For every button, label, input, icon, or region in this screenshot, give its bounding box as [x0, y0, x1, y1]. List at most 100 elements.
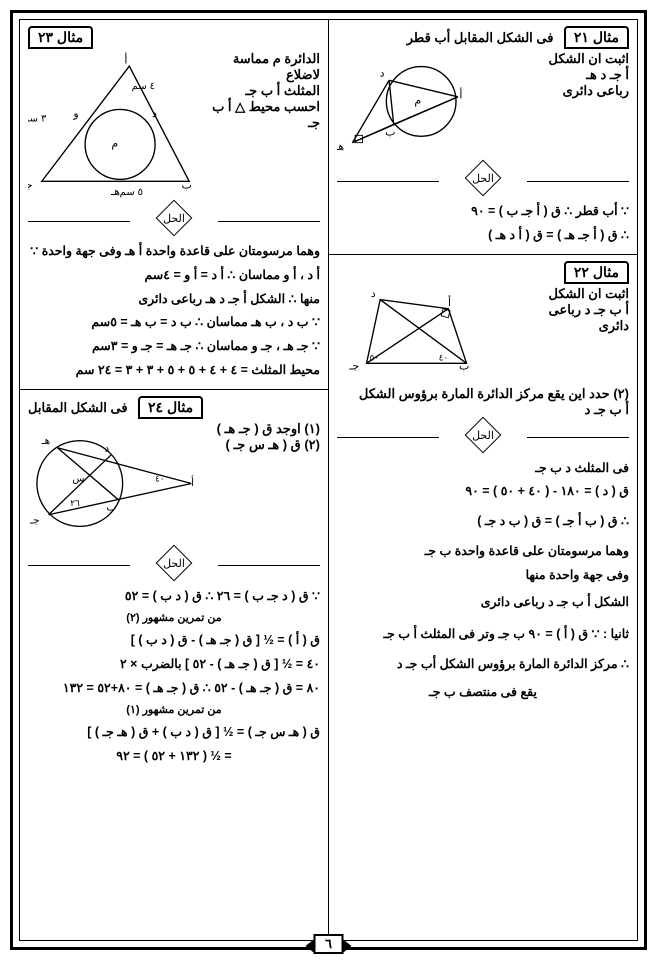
- hal-text: الحل: [471, 166, 495, 190]
- hal-text: الحل: [471, 423, 495, 447]
- ex21-figure: أ ب د هـ م: [337, 51, 487, 161]
- s5: الشكل أ ب جـ د رباعى دائرى: [337, 591, 629, 615]
- svg-text:س: س: [72, 473, 84, 484]
- s0: فى المثلث د ب جـ: [337, 457, 629, 481]
- s6: ثانيا : ∵ ق ( أ ) = ٩٠ ب جـ وتر فى المثل…: [337, 623, 629, 647]
- ex23-text: الدائرة م مماسة لاضلاع المثلث أ ب جـ احس…: [209, 51, 320, 201]
- ex23-figure: أ ب جـ د هـ و م ٤ سم ٣ سم ٥ سم: [28, 51, 203, 201]
- ex23-body: الدائرة م مماسة لاضلاع المثلث أ ب جـ احس…: [28, 51, 320, 201]
- svg-text:د: د: [104, 442, 109, 454]
- ex23-hal: الحل: [28, 205, 320, 236]
- e24s1: من تمرين مشهور (٢): [28, 608, 320, 629]
- example-23: مثال ٢٣ الدائرة م مماسة لاضلاع المثلث أ …: [20, 20, 328, 390]
- e23s3: ∵ جـ هـ ، جـ و مماسان ∴ جـ هـ = جـ و = ٣…: [28, 335, 320, 359]
- s3: وهما مرسومتان على قاعدة واحدة ب جـ: [337, 540, 629, 564]
- ex24-body: (١) اوجد ق ( جـ هـ ) (٢) ق ( هـ س جـ ) أ: [28, 421, 320, 546]
- ex22-body: اثبت ان الشكل أ ب جـ د رباعى دائرى ب: [337, 286, 629, 386]
- svg-text:٤٠: ٤٠: [155, 473, 165, 483]
- s4: وفى جهة واحدة منها: [337, 564, 629, 588]
- e24s6: ق ( هـ س جـ ) = ½ [ ق ( د ب ) + ق ( هـ ج…: [28, 721, 320, 745]
- ex21-line2: رباعى دائرى: [493, 83, 629, 99]
- s2: ∴ ق ( ب أ جـ ) = ق ( ب د جـ ): [337, 510, 629, 534]
- ex24-figure: أ ب جـ د هـ س ٤٠ ٢٦: [28, 421, 203, 546]
- hal-text: الحل: [162, 551, 186, 575]
- ex22-label: مثال ٢٢: [564, 261, 629, 284]
- page-frame: مثال ٢١ فى الشكل المقابل أب قطر اثبت ان …: [10, 10, 647, 950]
- svg-text:٥ سم: ٥ سم: [120, 187, 143, 198]
- pt-a: أ: [459, 88, 462, 102]
- q1: (٢) ق ( هـ س جـ ): [209, 437, 320, 453]
- e24s4: ٨٠ = ق ( جـ هـ ) - ٥٢ ∴ ق ( جـ هـ ) = ٨٠…: [28, 677, 320, 701]
- ex24-hal: الحل: [28, 550, 320, 581]
- example-22: مثال ٢٢ اثبت ان الشكل أ ب جـ د رباعى دائ…: [329, 255, 637, 941]
- s7: ∴ مركز الدائرة المارة برؤوس الشكل أب جـ …: [337, 653, 629, 677]
- ex24-q: (١) اوجد ق ( جـ هـ ) (٢) ق ( هـ س جـ ): [209, 421, 320, 546]
- s1: ق ( د ) = ١٨٠ - ( ٤٠ + ٥٠ ) = ٩٠: [337, 480, 629, 504]
- ex22-l4: أ ب جـ د: [337, 402, 629, 418]
- ex22-l2: دائرى: [493, 318, 629, 334]
- e23s4: محيط المثلث = ٤ + ٤ + ٥ + ٥ + ٣ + ٣ = ٢٤…: [28, 359, 320, 383]
- ex21-hal: الحل: [337, 165, 629, 196]
- svg-text:٢٦: ٢٦: [70, 497, 80, 507]
- ex21-sol: ∵ أب قطر ∴ ق ( أ جـ ب ) = ٩٠ ∴ ق ( أ جـ …: [337, 200, 629, 248]
- ex22-figure: ب جـ د أ ٤٠ ٥٠: [337, 286, 487, 386]
- pt-m: م: [414, 95, 421, 107]
- ex21-sol1: ∴ ق ( أ جـ هـ ) = ق ( أ د هـ ): [337, 224, 629, 248]
- ex24-label: مثال ٢٤: [138, 396, 203, 419]
- ex23-l1: المثلث أ ب جـ: [209, 83, 320, 99]
- ex23-label: مثال ٢٣: [28, 26, 93, 49]
- ex22-l0: اثبت ان الشكل: [493, 286, 629, 302]
- pt-d: د: [380, 68, 385, 80]
- svg-text:أ: أ: [191, 475, 194, 489]
- ex21-body: اثبت ان الشكل أ جـ د هـ رباعى دائرى: [337, 51, 629, 161]
- ex21-line1: أ جـ د هـ: [493, 67, 629, 83]
- q0: (١) اوجد ق ( جـ هـ ): [209, 421, 320, 437]
- ex21-svg: أ ب د هـ م: [337, 51, 487, 161]
- svg-text:جـ: جـ: [348, 360, 359, 372]
- svg-text:م: م: [111, 138, 118, 150]
- ex21-label: مثال ٢١: [564, 26, 629, 49]
- ex22-l1: أ ب جـ د رباعى: [493, 302, 629, 318]
- example-21: مثال ٢١ فى الشكل المقابل أب قطر اثبت ان …: [329, 20, 637, 255]
- e23s1: منها ∴ الشكل أ جـ د هـ رباعى دائرى: [28, 288, 320, 312]
- svg-text:٣ سم: ٣ سم: [28, 113, 47, 124]
- ex23-sol: وهما مرسومتان على قاعدة واحدة أ هـ وفى ج…: [28, 240, 320, 383]
- svg-text:ب: ب: [459, 360, 469, 372]
- svg-text:٤ سم: ٤ سم: [132, 81, 156, 92]
- ex21-heading: فى الشكل المقابل أب قطر: [407, 30, 554, 45]
- ex21-line0: اثبت ان الشكل: [493, 51, 629, 67]
- ex22-sol: فى المثلث د ب جـ ق ( د ) = ١٨٠ - ( ٤٠ + …: [337, 457, 629, 705]
- e24s3: ٤٠ = ½ [ ق ( جـ هـ ) - ٥٢ ] بالضرب × ٢: [28, 653, 320, 677]
- s8: يقع فى منتصف ب جـ: [337, 681, 629, 705]
- example-24: مثال ٢٤ فى الشكل المقابل (١) اوجد ق ( جـ…: [20, 390, 328, 941]
- left-column: مثال ٢٣ الدائرة م مماسة لاضلاع المثلث أ …: [20, 20, 328, 940]
- e24s5: من تمرين مشهور (١): [28, 700, 320, 721]
- inner-frame: مثال ٢١ فى الشكل المقابل أب قطر اثبت ان …: [19, 19, 638, 941]
- ex22-l3: (٢) حدد اين يقع مركز الدائرة المارة برؤو…: [337, 386, 629, 402]
- svg-text:أ: أ: [124, 52, 127, 66]
- ex24-heading: فى الشكل المقابل: [28, 400, 128, 415]
- e23s2: ∵ ب د ، ب هـ مماسان ∴ ب د = ب هـ = ٥سم: [28, 311, 320, 335]
- svg-text:هـ: هـ: [41, 435, 51, 447]
- svg-text:جـ: جـ: [28, 180, 33, 192]
- ex23-l2: احسب محيط △ أ ب جـ: [209, 99, 320, 131]
- svg-text:٥٠: ٥٠: [370, 352, 380, 362]
- e24s0: ∵ ق ( د جـ ب ) = ٢٦ ∴ ق ( د ب ) = ٥٢: [28, 585, 320, 609]
- right-column: مثال ٢١ فى الشكل المقابل أب قطر اثبت ان …: [328, 20, 637, 940]
- svg-text:د: د: [371, 287, 376, 299]
- ex21-text: اثبت ان الشكل أ جـ د هـ رباعى دائرى: [493, 51, 629, 161]
- e24s2: ق ( أ ) = ½ [ ق ( جـ هـ ) - ق ( د ب ) ]: [28, 629, 320, 653]
- hal-text: الحل: [162, 206, 186, 230]
- svg-text:ب: ب: [106, 501, 116, 513]
- ex22-hal: الحل: [337, 422, 629, 453]
- svg-text:٤٠: ٤٠: [439, 352, 449, 362]
- svg-text:ب: ب: [182, 180, 192, 192]
- svg-text:و: و: [72, 108, 78, 120]
- e23s0: وهما مرسومتان على قاعدة واحدة أ هـ وفى ج…: [28, 240, 320, 288]
- ex23-l0: الدائرة م مماسة لاضلاع: [209, 51, 320, 83]
- ex22-svg: ب جـ د أ ٤٠ ٥٠: [337, 286, 487, 386]
- ex21-header: مثال ٢١ فى الشكل المقابل أب قطر: [337, 26, 629, 51]
- pt-h: هـ: [337, 141, 344, 153]
- ex24-sol: ∵ ق ( د جـ ب ) = ٢٦ ∴ ق ( د ب ) = ٥٢ من …: [28, 585, 320, 769]
- ex24-svg: أ ب جـ د هـ س ٤٠ ٢٦: [28, 421, 203, 546]
